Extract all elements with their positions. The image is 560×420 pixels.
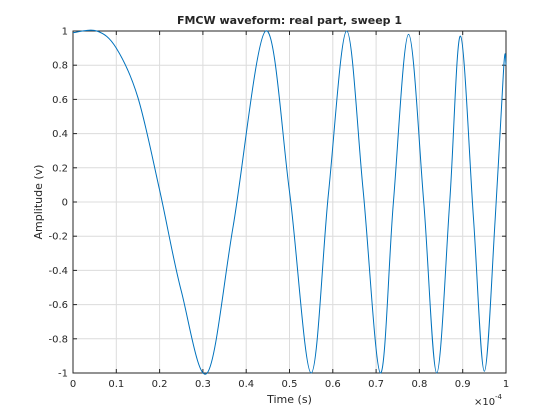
- y-tick-label: 0.6: [52, 95, 68, 106]
- chart-title: FMCW waveform: real part, sweep 1: [177, 14, 402, 27]
- tick-marks: [72, 30, 507, 374]
- x-tick-label: 0.4: [238, 379, 254, 390]
- y-tick-label: -0.4: [48, 266, 68, 277]
- x-exponent-power: -4: [495, 393, 503, 401]
- y-axis-label: Amplitude (v): [32, 165, 45, 240]
- y-tick-label: -0.2: [48, 232, 68, 243]
- y-tick-label: -1: [58, 369, 68, 380]
- x-tick-label: 0.2: [152, 379, 168, 390]
- x-axis-label: Time (s): [266, 393, 312, 406]
- x-tick-label: 0.1: [108, 379, 124, 390]
- y-tick-label: 0.2: [52, 163, 68, 174]
- y-tick-label: 1: [62, 27, 68, 38]
- x-tick-label: 0.7: [368, 379, 384, 390]
- x-tick-label: 0: [70, 379, 76, 390]
- x-tick-label: 0.6: [325, 379, 341, 390]
- x-tick-label: 0.9: [455, 379, 471, 390]
- x-tick-labels: 0 0.1 0.2 0.3 0.4 0.5 0.6 0.7 0.8 0.9 1: [70, 379, 509, 390]
- series-line: [72, 29, 507, 375]
- x-exponent-label: ×10: [474, 397, 495, 408]
- y-tick-labels: 1 0.8 0.6 0.4 0.2 0 -0.2 -0.4 -0.6 -0.8 -1: [48, 27, 68, 380]
- x-tick-label: 0.5: [282, 379, 298, 390]
- x-tick-label: 0.3: [195, 379, 211, 390]
- y-tick-label: -0.8: [48, 334, 68, 345]
- y-tick-label: 0.8: [52, 61, 68, 72]
- x-tick-label: 0.8: [411, 379, 427, 390]
- y-tick-label: 0.4: [52, 129, 68, 140]
- x-tick-label: 1: [503, 379, 509, 390]
- y-tick-label: -0.6: [48, 300, 68, 311]
- y-tick-label: 0: [62, 198, 68, 209]
